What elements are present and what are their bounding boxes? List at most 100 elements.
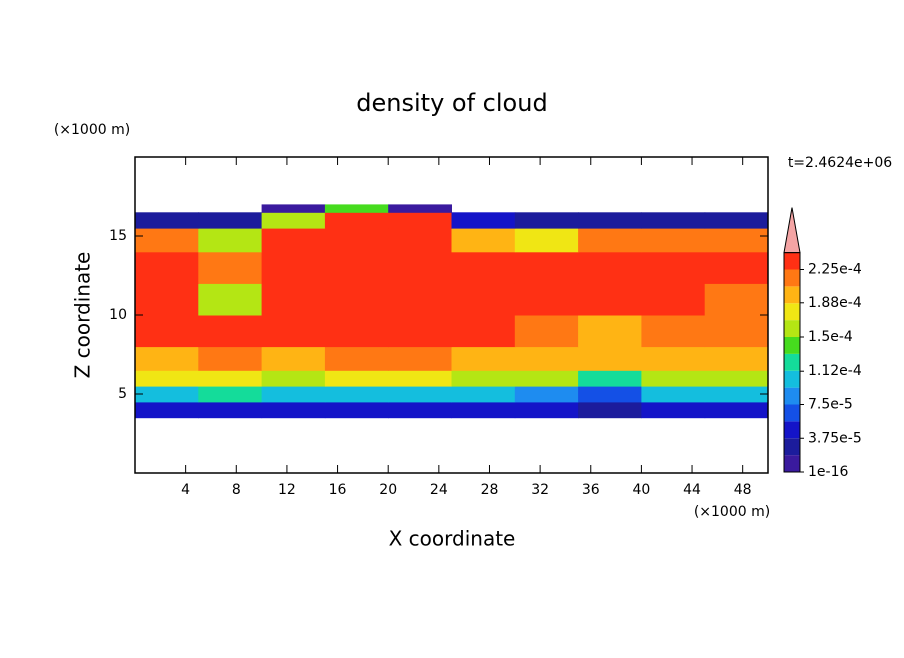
field-cell [388,228,452,253]
field-cell [451,370,516,387]
field-cell [135,315,199,348]
field-cell [261,386,326,403]
field-cell [261,228,326,253]
field-cell [324,386,389,403]
field-cell [388,401,452,419]
field-cell [451,212,516,229]
x-unit: (×1000 m) [694,504,770,520]
field-cell [135,370,199,387]
field-cell [514,346,579,371]
field-cell [198,283,263,316]
colorbar-band [784,438,800,456]
field-cell [578,370,642,387]
x-tick-label: 12 [278,482,296,498]
field-cell [324,212,389,229]
chart-title: density of cloud [356,89,547,117]
field-cell [641,370,706,387]
y-unit: (×1000 m) [54,122,130,138]
field-cell [578,228,642,253]
field-cell [704,228,769,253]
field-cell [514,212,579,229]
field-cell [324,346,389,371]
field-cell [198,228,263,253]
colorbar-tick-label: 7.5e-5 [808,397,853,413]
field-cell [704,283,769,316]
colorbar-band [784,421,800,439]
field-cell [261,283,326,316]
field-cell [324,283,389,316]
colorbar-band [784,455,800,472]
field-cell [135,401,199,419]
field-cell [324,370,389,387]
field-cell [198,401,263,419]
field-cell [324,251,389,284]
field-cell [704,212,769,229]
field-cell [135,283,199,316]
field-cell [261,401,326,419]
x-tick-label: 36 [582,482,600,498]
colorbar-tick-label: 1.12e-4 [808,363,862,379]
field-cell [135,346,199,371]
field-cell [324,401,389,419]
time-label: t=2.4624e+06 [788,155,892,171]
x-tick-label: 20 [379,482,397,498]
field-cell [388,283,452,316]
field-cell [261,251,326,284]
field-cell [324,315,389,348]
field-cell [641,386,706,403]
x-tick-label: 28 [481,482,499,498]
field-cell [641,212,706,229]
field-cell [514,228,579,253]
colorbar-band [784,303,800,321]
field-cell [388,251,452,284]
field-cell [641,401,706,419]
colorbar-band [784,404,800,422]
field-cell [578,251,642,284]
field-cell [261,370,326,387]
field-cell [704,386,769,403]
field-cell [261,212,326,229]
field-cell [324,228,389,253]
field-cell [388,212,452,229]
field-cell [388,346,452,371]
field-cell [451,283,516,316]
field-cell [135,228,199,253]
x-tick-label: 24 [430,482,448,498]
field-cell [388,386,452,403]
field-cell [451,346,516,371]
field-cell [451,251,516,284]
field-cell [641,346,706,371]
field-cell [578,386,642,403]
y-tick-label: 10 [109,307,127,323]
colorbar-tick-label: 1e-16 [808,464,848,480]
x-tick-label: 16 [329,482,347,498]
field-cell [641,283,706,316]
field-cell [324,204,389,213]
colorbar-band [784,387,800,405]
field-cell [514,401,579,419]
field-cell [198,346,263,371]
colorbar-extend [783,207,801,254]
colorbar-tick-label: 1.5e-4 [808,329,853,345]
field-cell [451,315,516,348]
field-cell [198,386,263,403]
field-cell [704,401,769,419]
field-cell [135,212,199,229]
field-cell [704,315,769,348]
field-cell [198,251,263,284]
y-tick-label: 15 [109,228,127,244]
colorbar-tick-label: 1.88e-4 [808,295,862,311]
field-cell [198,370,263,387]
field-cell [261,315,326,348]
field-cell [578,283,642,316]
field-cell [514,370,579,387]
field-cell [641,251,706,284]
field-cell [514,386,579,403]
colorbar-band [784,337,800,354]
x-tick-label: 8 [232,482,241,498]
field-cell [388,370,452,387]
field-cell [578,401,642,419]
colorbar-tick-label: 2.25e-4 [808,262,862,278]
